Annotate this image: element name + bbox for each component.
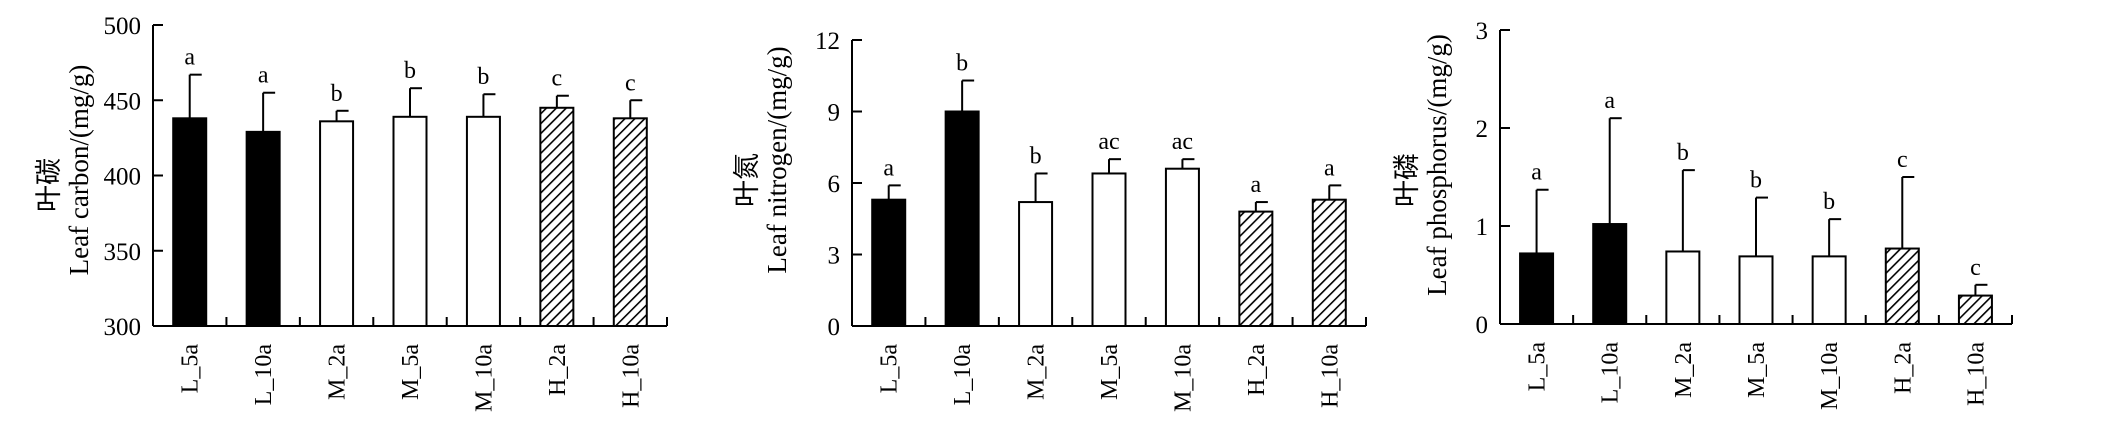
significance-label: b (477, 64, 489, 90)
bar-m-5a (1091, 172, 1127, 327)
significance-label: b (1677, 140, 1689, 166)
chart-panel-2: 0 3 6 9 12 a L_5a b L_10a b M_2a ac M_5a ac M_10a a H_2a… (732, 28, 1367, 412)
bar-m-2a (1665, 250, 1701, 325)
x-tick-label: L_5a (178, 344, 204, 394)
y-tick-label: 9 (828, 100, 841, 127)
significance-label: b (1823, 189, 1835, 215)
bar-l-10a (245, 130, 281, 327)
y-axis-title-cn: 叶氮 (732, 153, 762, 207)
significance-label: b (1750, 168, 1762, 194)
x-tick-label: L_10a (1598, 342, 1624, 404)
x-tick-label: M_10a (471, 344, 497, 412)
x-tick-label: M_5a (1744, 342, 1770, 398)
bar-l-5a (172, 117, 208, 327)
significance-label: b (956, 51, 968, 77)
y-tick-label: 3 (1476, 18, 1489, 45)
x-tick-label: H_10a (1317, 344, 1343, 408)
x-tick-label: H_2a (545, 344, 571, 396)
bar-m-10a (1164, 167, 1200, 327)
y-axis-title-cn: 叶碳 (34, 158, 64, 212)
x-tick-label: M_5a (1097, 344, 1123, 400)
x-tick-label: M_2a (1671, 342, 1697, 398)
chart-panel-3: 0 1 2 3 a L_5a a L_10a b M_2a b M_5a b M_10a c H_2a c H_1… (1392, 18, 2013, 410)
significance-label: b (404, 58, 416, 84)
x-tick-label: M_10a (1817, 342, 1843, 410)
y-tick-label: 3 (828, 243, 841, 270)
y-tick-label: 0 (828, 314, 841, 341)
x-tick-label: M_2a (1024, 344, 1050, 400)
significance-label: c (1970, 255, 1981, 281)
y-tick-label: 300 (104, 314, 142, 341)
bar-h-2a (1238, 210, 1274, 328)
bar-h-10a (612, 117, 648, 327)
significance-label: a (1251, 172, 1262, 198)
x-tick-label: L_5a (877, 344, 903, 394)
x-tick-label: L_10a (950, 344, 976, 406)
x-tick-label: M_2a (325, 344, 351, 400)
significance-label: c (625, 70, 636, 96)
y-tick-label: 12 (815, 28, 840, 55)
y-tick-label: 1 (1476, 214, 1489, 241)
significance-label: a (1531, 160, 1542, 186)
x-tick-label: M_5a (398, 344, 424, 400)
x-tick-label: H_10a (1963, 342, 1989, 406)
y-tick-label: 400 (104, 164, 142, 191)
y-axis-title-cn: 叶磷 (1392, 153, 1422, 207)
y-tick-label: 6 (828, 171, 841, 198)
significance-label: ac (1098, 129, 1119, 155)
bar-h-2a (539, 106, 575, 328)
y-tick-label: 350 (104, 239, 142, 266)
bar-l-5a (871, 198, 907, 327)
significance-label: b (331, 81, 343, 107)
x-tick-label: L_5a (1525, 342, 1551, 392)
bar-m-2a (319, 120, 355, 327)
bar-h-10a (1957, 294, 1993, 325)
significance-label: c (1897, 147, 1908, 173)
significance-label: a (1604, 88, 1615, 114)
bar-m-10a (465, 115, 501, 328)
x-tick-label: H_10a (618, 344, 644, 408)
y-axis-title: Leaf phosphorus/(mg/g) (1422, 34, 1452, 296)
significance-label: c (552, 66, 563, 92)
x-tick-label: H_2a (1244, 344, 1270, 396)
y-tick-label: 450 (104, 88, 142, 115)
bar-l-5a (1519, 252, 1555, 325)
chart-panel-1: 300 350 400 450 500 a L_5a a L_10a b M_2a b M_5a b M_1… (34, 13, 668, 412)
significance-label: a (1324, 155, 1335, 181)
bar-m-5a (1738, 255, 1774, 326)
y-tick-label: 2 (1476, 116, 1489, 143)
x-tick-label: H_2a (1890, 342, 1916, 394)
bar-h-2a (1884, 247, 1920, 325)
significance-label: ac (1172, 129, 1193, 155)
bar-m-2a (1018, 201, 1054, 327)
y-tick-label: 500 (104, 13, 142, 40)
significance-label: a (258, 63, 269, 89)
significance-label: a (184, 45, 195, 71)
y-tick-label: 0 (1476, 312, 1489, 339)
significance-label: b (1030, 143, 1042, 169)
bar-l-10a (944, 110, 980, 327)
bar-m-10a (1811, 255, 1847, 326)
bar-h-10a (1311, 198, 1347, 327)
y-axis-title: Leaf nitrogen/(mg/g) (762, 46, 792, 273)
significance-label: a (883, 155, 894, 181)
y-axis-title: Leaf carbon/(mg/g) (64, 65, 94, 276)
bar-m-5a (392, 115, 428, 328)
x-tick-label: M_10a (1170, 344, 1196, 412)
bar-l-10a (1592, 223, 1628, 325)
x-tick-label: L_10a (251, 344, 277, 406)
